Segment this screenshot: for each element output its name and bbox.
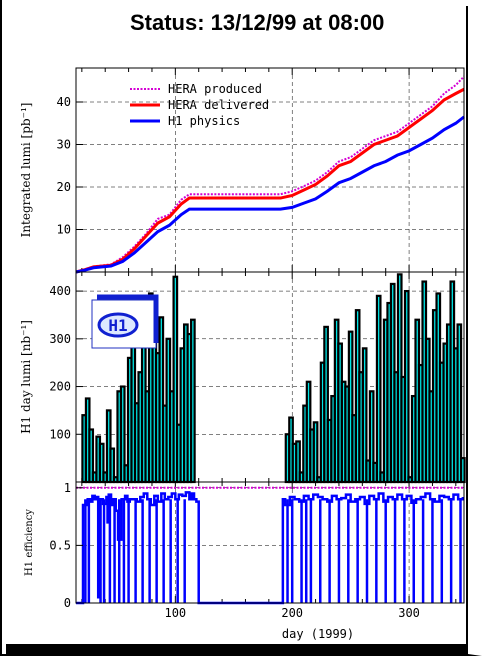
- y-tick-label: 200: [49, 380, 71, 394]
- y-tick-label: 0.5: [49, 538, 71, 552]
- x-tick-label: 100: [164, 606, 186, 620]
- legend-label: HERA produced: [168, 82, 262, 96]
- y-axis-label: H1 day lumi [nb⁻¹]: [19, 320, 33, 434]
- legend-label: H1 physics: [168, 114, 240, 128]
- x-tick-label: 200: [281, 606, 303, 620]
- day-lumi-bar: [312, 421, 319, 484]
- page-title: Status: 13/12/99 at 08:00: [130, 10, 385, 35]
- plot-frame: [75, 67, 465, 273]
- series-line: [75, 115, 465, 274]
- day-lumi-panel: 100 200 300 400 H1 day lumi [nb⁻¹]: [19, 271, 466, 484]
- series-line: [75, 87, 465, 274]
- logo-text: H1: [108, 316, 127, 335]
- legend-label: HERA delivered: [168, 98, 269, 112]
- y-tick-label: 20: [57, 180, 71, 194]
- day-lumi-bar: [375, 294, 382, 484]
- y-axis-label: H1 efficiency: [24, 509, 35, 576]
- y-tick-label: 30: [57, 138, 71, 152]
- y-axis-label: Integrated lumi [pb⁻¹]: [19, 103, 33, 238]
- day-lumi-bar: [190, 318, 196, 484]
- integrated-lumi-panel: HERA produced HERA delivered H1 physics 10 2…: [19, 67, 465, 274]
- plot-frame: [75, 481, 465, 604]
- efficiency-line: [76, 491, 465, 605]
- day-lumi-bar: [403, 289, 410, 484]
- y-tick-label: 0: [64, 596, 71, 610]
- y-tick-label: 100: [49, 427, 71, 441]
- y-tick-label: 1: [64, 481, 71, 495]
- y-tick-label: 40: [57, 95, 71, 109]
- x-axis-label: day (1999): [282, 627, 354, 641]
- y-tick-label: 300: [49, 332, 71, 346]
- y-tick-label: 10: [57, 223, 71, 237]
- drop-shadow-bottom: [6, 644, 482, 656]
- h1-logo: H1: [91, 294, 159, 349]
- y-tick-label: 400: [49, 284, 71, 298]
- x-tick-label: 300: [398, 606, 420, 620]
- efficiency-panel: 0 0.5 1 H1 efficiency 100 200 300 day (1999): [24, 481, 465, 641]
